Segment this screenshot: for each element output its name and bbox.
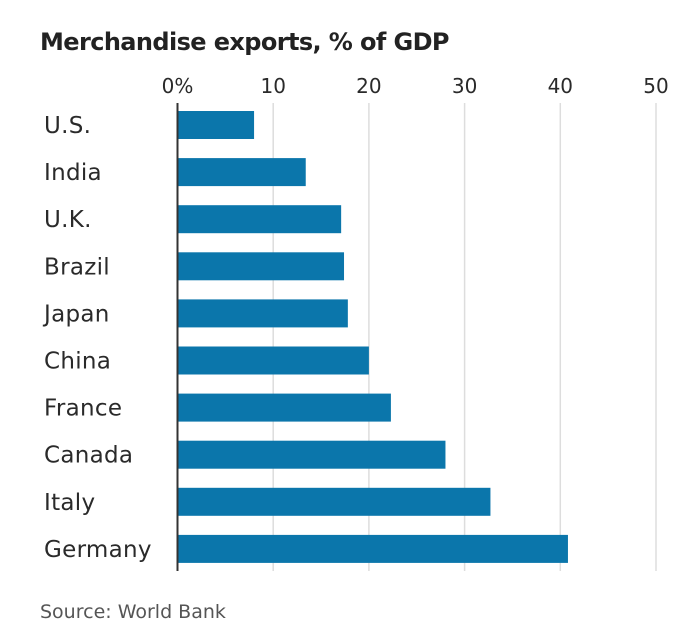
- bar: [177, 534, 568, 563]
- bar: [177, 205, 342, 234]
- source-note: Source: World Bank: [40, 601, 226, 623]
- x-tick-label: 20: [356, 74, 381, 98]
- category-label: Italy: [44, 490, 95, 516]
- bar: [177, 487, 491, 516]
- category-label: India: [44, 160, 102, 186]
- x-tick-label: 10: [260, 74, 285, 98]
- category-label: U.S.: [44, 113, 91, 139]
- x-tick-label: 0%: [162, 74, 194, 98]
- category-label: U.K.: [44, 207, 92, 233]
- bar: [177, 111, 255, 139]
- bars: [177, 111, 568, 563]
- category-label: China: [44, 349, 111, 375]
- category-label: Germany: [44, 537, 152, 563]
- category-label: Japan: [42, 301, 110, 327]
- category-label: France: [44, 396, 122, 422]
- bar: [177, 393, 391, 422]
- bar: [177, 440, 446, 469]
- category-label: Canada: [44, 443, 133, 469]
- category-label: Brazil: [44, 254, 110, 280]
- x-tick-label: 30: [452, 74, 477, 98]
- category-labels: U.S. India U.K. Brazil Japan China France Canad…: [42, 113, 152, 563]
- x-tick-label: 50: [643, 74, 668, 98]
- bar: [177, 252, 345, 281]
- chart-title: Merchandise exports, % of GDP: [40, 28, 449, 56]
- bar: [177, 158, 306, 187]
- bar: [177, 299, 348, 328]
- bar: [177, 346, 369, 375]
- x-axis-ticks: 0% 10 20 30 40 50: [162, 74, 669, 98]
- x-tick-label: 40: [548, 74, 573, 98]
